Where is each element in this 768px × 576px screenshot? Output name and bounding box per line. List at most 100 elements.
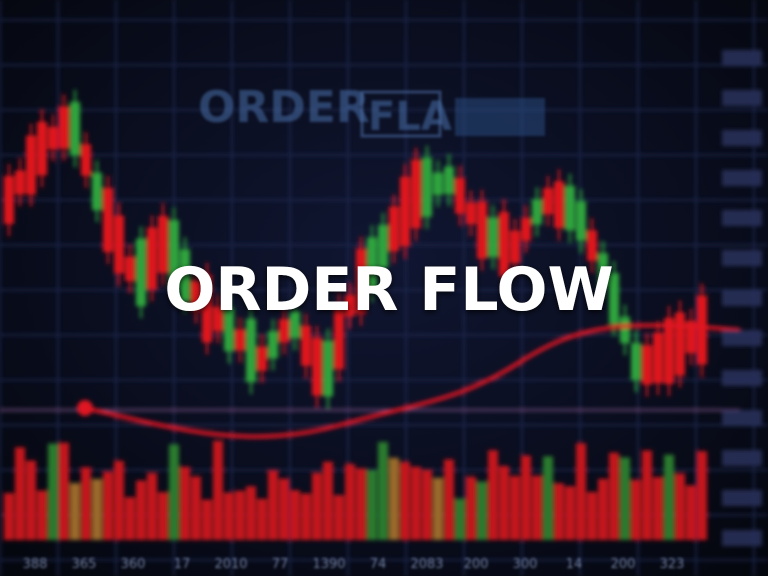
volume-bar — [587, 491, 597, 540]
candle — [466, 202, 476, 225]
candle — [510, 230, 520, 264]
x-axis-label: 200 — [611, 557, 636, 572]
volume-bar — [389, 457, 399, 540]
candle — [257, 346, 267, 371]
volume-bar — [378, 441, 388, 540]
candle — [26, 135, 36, 195]
candle — [367, 237, 377, 291]
volume-bar — [422, 469, 432, 540]
candle — [202, 274, 212, 343]
volume-bar — [334, 495, 344, 540]
title: ORDER FLOW — [164, 255, 613, 325]
price-box — [722, 170, 762, 186]
x-axis-label: 2083 — [410, 557, 443, 572]
volume-bar — [466, 476, 476, 540]
volume-bar — [191, 476, 201, 540]
volume-bar — [697, 451, 707, 540]
candle — [697, 295, 707, 365]
candle — [213, 306, 223, 332]
candle — [598, 253, 608, 287]
candle — [477, 201, 487, 259]
candle — [345, 294, 355, 317]
candle — [543, 187, 553, 215]
volume-bar — [400, 461, 410, 540]
candle — [521, 217, 531, 241]
volume-bar — [444, 459, 454, 540]
candle — [455, 178, 465, 214]
volume-bar — [26, 460, 36, 540]
volume-bar — [356, 468, 366, 540]
volume-bar — [158, 492, 168, 540]
candle — [642, 345, 652, 385]
volume-bar — [103, 471, 113, 540]
volume-bar — [554, 483, 564, 540]
candle — [37, 121, 47, 176]
volume-bar — [235, 490, 245, 540]
volume-bar — [532, 475, 542, 540]
volume-bar — [510, 475, 520, 540]
volume-bar — [257, 498, 267, 540]
candle — [125, 256, 135, 282]
candle — [499, 211, 509, 277]
price-box — [722, 450, 762, 466]
x-axis-label: 17 — [174, 557, 191, 572]
volume-bar — [312, 472, 322, 540]
candle — [114, 215, 124, 274]
x-axis-labels: 388 365 360 17 2010 77 1390 74 2083 200 300 14 200 32… — [23, 557, 685, 572]
volume-bar — [279, 478, 289, 540]
volume-bar — [609, 452, 619, 540]
volume-bar — [631, 479, 641, 540]
volume-bar — [81, 467, 91, 540]
candle — [81, 144, 91, 176]
price-box — [722, 130, 762, 146]
candle — [653, 332, 663, 384]
x-axis-label: 360 — [121, 557, 146, 572]
volume-bar — [411, 466, 421, 540]
volume-bar — [59, 442, 69, 540]
volume-bar — [268, 470, 278, 540]
header-block: ORDER FLA — [198, 82, 545, 140]
candle — [587, 230, 597, 261]
candle — [268, 331, 278, 359]
volume-bar — [675, 473, 685, 540]
price-box — [722, 250, 762, 266]
price-box — [722, 90, 762, 106]
candle — [312, 337, 322, 396]
volume-bar — [37, 490, 47, 540]
candle — [59, 106, 69, 149]
volume-bar — [642, 450, 652, 540]
trend-dot — [77, 400, 93, 416]
candle — [290, 311, 300, 339]
bg-badge — [455, 98, 545, 136]
volume-bar — [92, 478, 102, 540]
candle — [169, 220, 179, 289]
candle — [422, 157, 432, 217]
candle — [279, 319, 289, 343]
volume-bar — [224, 492, 234, 540]
volume-bar — [114, 460, 124, 540]
price-box — [722, 410, 762, 426]
price-box — [722, 490, 762, 506]
candle — [664, 317, 674, 385]
x-axis-label: 200 — [464, 557, 489, 572]
volume-bar — [169, 444, 179, 540]
volume-bar — [4, 493, 14, 540]
x-axis-label: 388 — [23, 557, 48, 572]
candle — [15, 170, 25, 195]
candle — [235, 329, 245, 351]
candle — [92, 172, 102, 211]
candle — [136, 238, 146, 307]
volume-bar — [499, 465, 509, 540]
volume-bar — [213, 440, 223, 540]
candle — [675, 312, 685, 376]
candle — [620, 316, 630, 344]
candle — [334, 305, 344, 370]
volume-bar — [290, 490, 300, 540]
volume-bar — [620, 457, 630, 540]
volume-bar — [180, 466, 190, 540]
candle — [224, 307, 234, 352]
x-axis-label: 2010 — [214, 557, 247, 572]
volume-bar — [136, 480, 146, 540]
volume-bar — [15, 447, 25, 540]
volume-bar — [455, 498, 465, 540]
